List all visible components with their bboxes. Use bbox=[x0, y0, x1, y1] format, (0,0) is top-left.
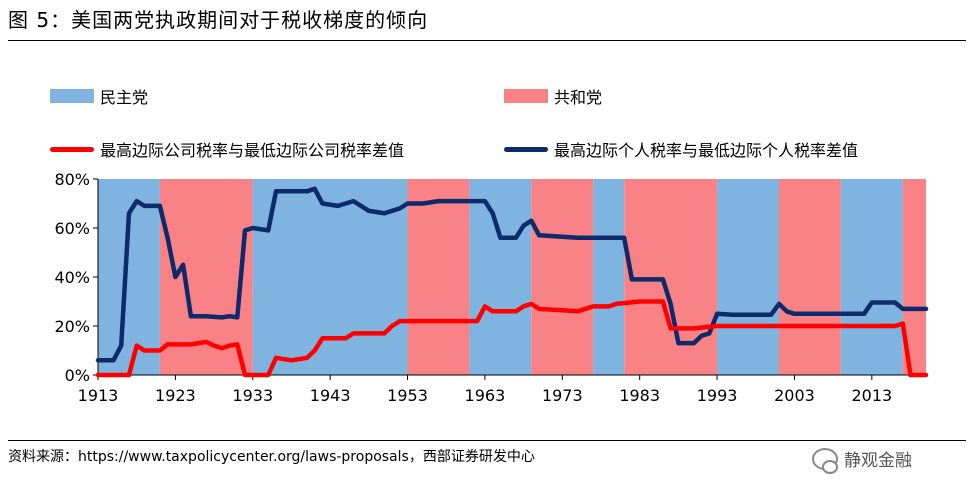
x-tick-label: 1943 bbox=[310, 386, 351, 405]
x-tick-label: 2013 bbox=[851, 386, 892, 405]
legend-republican: 共和党 bbox=[504, 84, 602, 108]
series-line-individual bbox=[95, 186, 929, 363]
legend-corporate-label: 最高边际公司税率与最低边际公司税率差值 bbox=[100, 141, 405, 160]
top-rule bbox=[8, 40, 966, 41]
x-tick-label: 1973 bbox=[542, 386, 583, 405]
wechat-icon bbox=[812, 447, 838, 474]
x-tick-label: 1993 bbox=[697, 386, 738, 405]
series-lines bbox=[95, 186, 929, 378]
watermark-label: 静观金融 bbox=[844, 451, 912, 471]
party-band-republican bbox=[624, 179, 718, 375]
x-tick-label: 1983 bbox=[619, 386, 660, 405]
y-tick-label: 0% bbox=[65, 366, 90, 385]
party-band-democrat bbox=[593, 179, 625, 375]
legend-individual-label: 最高边际个人税率与最低边际个人税率差值 bbox=[554, 141, 859, 160]
y-tick-label: 20% bbox=[54, 317, 90, 336]
party-band-republican bbox=[531, 179, 594, 375]
party-band-republican bbox=[407, 179, 470, 375]
legend-republican-label: 共和党 bbox=[554, 88, 603, 107]
y-tick-label: 80% bbox=[54, 170, 90, 189]
y-tick-label: 60% bbox=[54, 219, 90, 238]
party-band-democrat bbox=[469, 179, 532, 375]
series-line-corporate bbox=[95, 299, 929, 378]
party-band-democrat bbox=[717, 179, 779, 375]
x-tick-label: 2003 bbox=[774, 386, 815, 405]
x-axis: 1913 1923 1933 1943 1953 1963 1973 1983 1993 2003… bbox=[78, 374, 926, 405]
legend-corporate: 最高边际公司税率与最低边际公司税率差值 bbox=[50, 137, 404, 161]
x-tick-label: 1953 bbox=[387, 386, 428, 405]
x-tick-label: 1913 bbox=[78, 386, 119, 405]
legend-individual: 最高边际个人税率与最低边际个人税率差值 bbox=[504, 137, 858, 161]
y-tick-label: 40% bbox=[54, 268, 90, 287]
y-axis: 0% 20% 40% 60% 80% bbox=[54, 170, 99, 385]
figure-title: 图 5：美国两党执政期间对于税收梯度的倾向 bbox=[8, 8, 429, 32]
x-tick-label: 1963 bbox=[465, 386, 506, 405]
party-bands bbox=[98, 179, 926, 375]
legend-democrat-label: 民主党 bbox=[100, 88, 149, 107]
party-band-republican bbox=[778, 179, 841, 375]
party-band-democrat bbox=[840, 179, 903, 375]
party-band-republican bbox=[902, 179, 926, 375]
x-tick-label: 1933 bbox=[232, 386, 273, 405]
legend-corporate-line bbox=[50, 146, 94, 152]
bottom-rule bbox=[8, 440, 966, 441]
party-band-democrat bbox=[252, 179, 408, 375]
legend-republican-swatch bbox=[504, 89, 548, 103]
legend-democrat-swatch bbox=[50, 89, 94, 103]
source-note: 资料来源：https://www.taxpolicycenter.org/law… bbox=[8, 449, 535, 465]
x-tick-label: 1923 bbox=[155, 386, 196, 405]
watermark: 静观金融 bbox=[812, 446, 912, 474]
legend-individual-line bbox=[504, 146, 548, 152]
party-band-democrat bbox=[98, 179, 160, 375]
legend-democrat: 民主党 bbox=[50, 84, 148, 108]
